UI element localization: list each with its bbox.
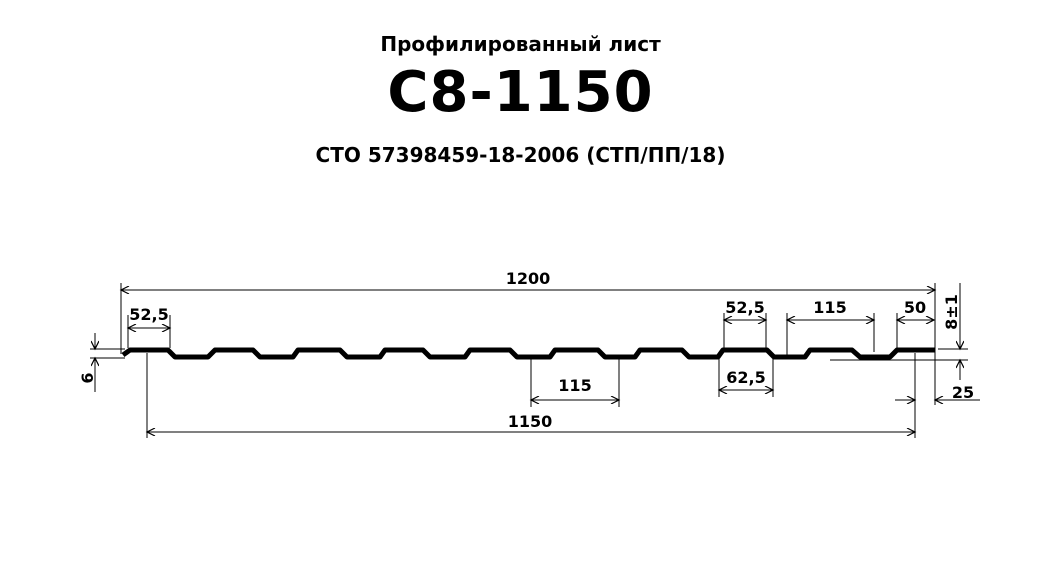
dim-trough: 62,5 xyxy=(726,368,765,387)
dim-crest-right: 52,5 xyxy=(725,298,764,317)
drawing-title: С8-1150 xyxy=(387,60,654,125)
drawing-subtitle: Профилированный лист xyxy=(380,32,661,56)
dim-end-flat: 50 xyxy=(904,298,926,317)
dim-pitch-bottom: 115 xyxy=(558,376,591,395)
dim-pitch-top: 115 xyxy=(813,298,846,317)
dim-1150: 1150 xyxy=(508,412,553,431)
dim-height-left: 6 xyxy=(78,372,97,383)
dim-left-flat: 52,5 xyxy=(129,305,168,324)
dim-profile-height: 8±1 xyxy=(942,294,961,330)
standard-reference: СТО 57398459-18-2006 (СТП/ПП/18) xyxy=(315,143,726,167)
dim-overlap: 25 xyxy=(952,383,974,402)
dim-1200: 1200 xyxy=(506,269,551,288)
sheet-profile xyxy=(121,347,935,360)
